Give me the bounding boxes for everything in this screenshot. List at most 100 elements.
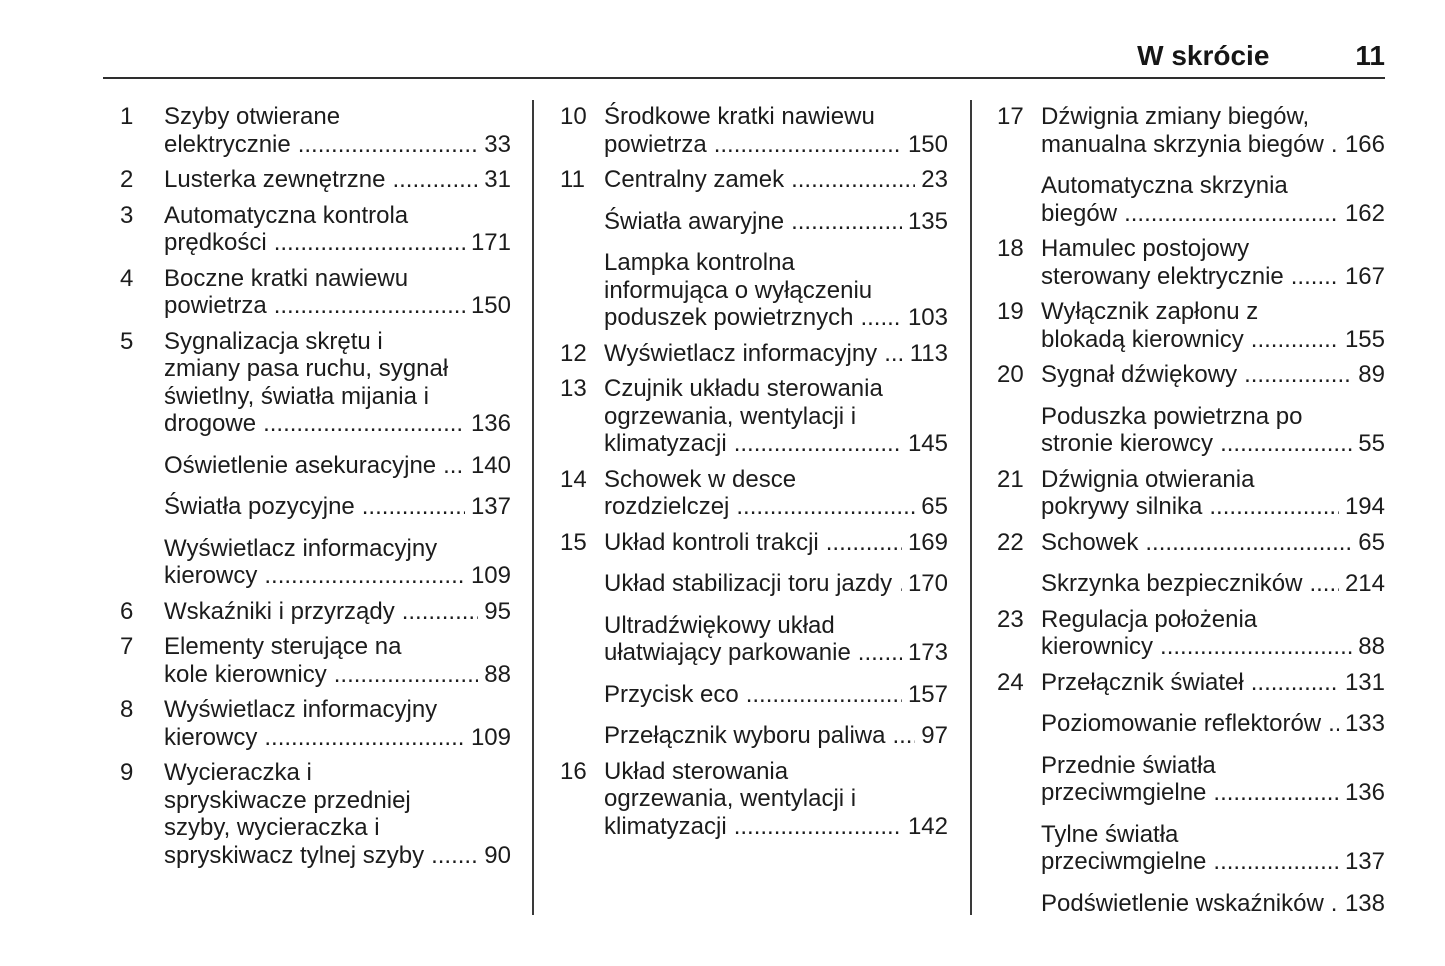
entry-line: Wskaźniki i przyrządy <box>164 597 395 625</box>
entry-line: Lampka kontrolna <box>604 249 795 276</box>
toc-entry: Przełącznik wyboru paliwa 97 <box>560 722 948 750</box>
toc-entry: 18 Hamulec postojowy sterowany elektryczni… <box>997 235 1385 290</box>
entry-line: Oświetlenie asekuracyjne <box>164 451 437 479</box>
entry-line: Światła awaryjne <box>604 207 785 235</box>
entry-line: Wyświetlacz informacyjny <box>604 339 878 367</box>
entry-line: Ultradźwiękowy układ <box>604 611 835 639</box>
dot-leader <box>892 722 915 750</box>
entry-line: poduszek powietrznych <box>604 304 854 331</box>
entry-line: informująca o wyłączeniu <box>604 276 873 304</box>
dot-leader <box>263 410 465 438</box>
entry-page: 137 <box>1344 848 1385 875</box>
entry-line: powietrza <box>164 292 267 319</box>
entry-number <box>560 249 604 332</box>
entry-line: Automatyczna skrzynia <box>1041 172 1288 199</box>
entry-line: elektrycznie <box>164 130 291 158</box>
dot-leader <box>858 639 902 667</box>
page-title: W skrócie <box>1137 40 1270 71</box>
dot-leader <box>264 724 465 752</box>
dot-leader <box>392 166 478 194</box>
column-separator-2 <box>970 100 972 915</box>
entry-number: 10 <box>560 103 587 130</box>
entry-page: 155 <box>1344 325 1385 353</box>
entry-line: ogrzewania, wentylacji i <box>604 402 857 430</box>
toc-entry: 15 Układ kontroli trakcji 169 <box>560 529 948 557</box>
entry-page: 133 <box>1344 710 1385 737</box>
toc-entry: 11 Centralny zamek 23 <box>560 166 948 194</box>
entry-number <box>560 722 604 750</box>
toc-entry: Skrzynka bezpieczników 214 <box>997 570 1385 598</box>
toc-entry: 20 Sygnał dźwiękowy 89 <box>997 361 1385 389</box>
entry-number: 3 <box>120 201 134 229</box>
entry-number <box>560 570 604 598</box>
dot-leader <box>362 493 465 521</box>
entry-page: 89 <box>1358 361 1385 388</box>
entry-line: kierownicy <box>1041 633 1154 660</box>
entry-line: Sygnalizacja skrętu i <box>164 327 383 355</box>
toc-entry: Układ stabilizacji toru jazdy 170 <box>560 570 948 598</box>
dot-leader <box>1209 493 1339 521</box>
entry-number: 20 <box>997 361 1024 388</box>
entry-line: sterowany elektrycznie <box>1041 262 1284 290</box>
entry-number: 2 <box>120 166 134 193</box>
entry-page: 150 <box>470 292 511 319</box>
entry-number <box>120 452 164 480</box>
entry-line: Przełącznik świateł <box>1041 668 1244 696</box>
entry-page: 136 <box>470 410 511 437</box>
entry-page: 150 <box>907 130 948 158</box>
dot-leader <box>791 208 902 236</box>
dot-leader <box>1331 131 1339 159</box>
entry-line: klimatyzacji <box>604 812 727 840</box>
entry-number <box>560 612 604 667</box>
entry-page: 162 <box>1344 199 1385 227</box>
entry-page: 131 <box>1344 668 1385 696</box>
entry-number: 15 <box>560 528 587 556</box>
entry-number <box>560 681 604 709</box>
entry-line: Przełącznik wyboru paliwa <box>604 722 886 749</box>
entry-page: 135 <box>907 207 948 235</box>
entry-number: 11 <box>560 166 585 193</box>
dot-leader <box>899 570 902 598</box>
entry-page: 157 <box>907 680 948 708</box>
entry-page: 23 <box>921 166 948 193</box>
dot-leader <box>884 340 904 368</box>
entry-page: 113 <box>909 339 948 367</box>
entry-number <box>120 535 164 590</box>
entry-line: Schowek w desce <box>604 465 797 493</box>
entry-line: Środkowe kratki nawiewu <box>604 103 875 130</box>
column-separator-1 <box>532 100 534 915</box>
entry-line: Skrzynka bezpieczników <box>1041 570 1303 597</box>
dot-leader <box>1213 848 1339 876</box>
entry-number: 1 <box>120 103 134 130</box>
entry-page: 109 <box>470 723 511 751</box>
toc-entry: Ultradźwiękowy układ ułatwiający parkowan… <box>560 612 948 667</box>
entry-number <box>120 493 164 521</box>
dot-leader <box>443 452 465 480</box>
entry-number: 14 <box>560 465 587 493</box>
entry-page: 31 <box>484 166 511 193</box>
entry-page: 103 <box>907 304 948 331</box>
dot-leader <box>1213 779 1339 807</box>
entry-line: świetlny, światła mijania i <box>164 382 429 410</box>
entry-line: manualna skrzynia biegów <box>1041 130 1324 158</box>
entry-line: prędkości <box>164 229 267 256</box>
entry-line: ogrzewania, wentylacji i <box>604 785 857 812</box>
entry-number: 17 <box>997 103 1024 130</box>
entry-number: 23 <box>997 605 1024 633</box>
toc-entry: 2 Lusterka zewnętrzne 31 <box>120 166 511 194</box>
entry-line: stronie kierowcy <box>1041 430 1214 457</box>
entry-line: Wyłącznik zapłonu z <box>1041 298 1259 325</box>
entry-page: 169 <box>907 528 948 556</box>
entry-line: spryskiwacze przedniej <box>164 786 411 814</box>
dot-leader <box>734 813 902 841</box>
entry-number: 18 <box>997 235 1024 262</box>
